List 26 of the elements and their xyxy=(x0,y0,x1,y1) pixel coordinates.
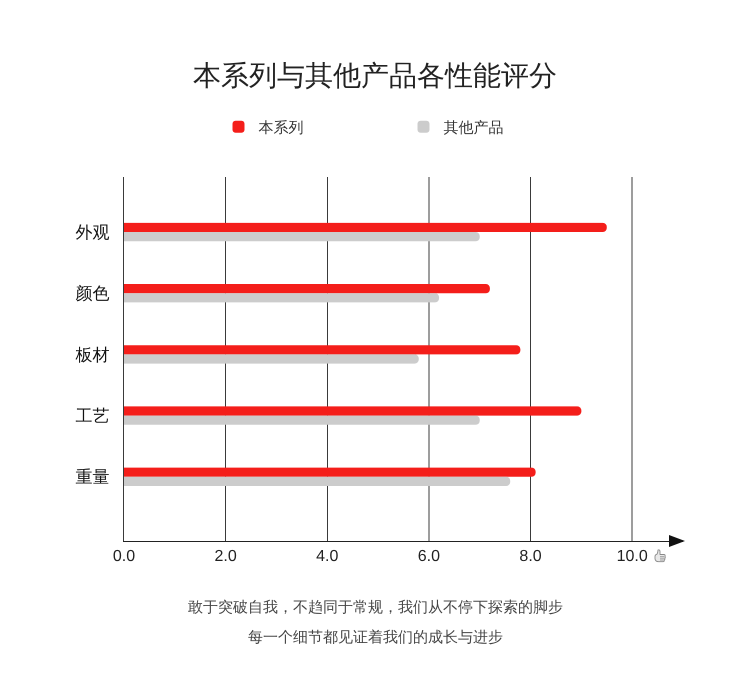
bar xyxy=(124,416,480,425)
text: 敢于突破自我，不趋同于常规，我们从不停下探索的脚步 xyxy=(188,599,563,616)
x-tick-label: 4.0 xyxy=(316,548,338,566)
bar xyxy=(124,354,419,364)
y-tick-label: 重量 xyxy=(76,468,110,487)
bar xyxy=(124,284,490,294)
legend-label: 其他产品 xyxy=(444,120,504,137)
y-tick-label: 外观 xyxy=(76,223,110,242)
x-tick-label: 2.0 xyxy=(214,548,237,566)
text: 每一个细节都见证着我们的成长与进步 xyxy=(248,629,503,646)
bar xyxy=(124,293,440,302)
chart-title: 本系列与其他产品各性能评分 xyxy=(193,60,557,91)
y-tick-label: 工艺 xyxy=(76,406,110,426)
legend-label: 本系列 xyxy=(258,120,304,137)
y-tick-label: 板材 xyxy=(74,345,110,364)
y-tick-label: 颜色 xyxy=(76,284,110,304)
x-tick-label: 10.0 xyxy=(616,548,648,566)
bar xyxy=(124,345,520,354)
bar xyxy=(124,476,510,486)
x-tick-label: 0.0 xyxy=(112,548,136,566)
bar xyxy=(124,222,607,232)
bar xyxy=(124,232,480,242)
x-tick-label: 6.0 xyxy=(418,548,440,566)
bar xyxy=(124,468,536,477)
bar xyxy=(124,406,582,416)
x-tick-label: 8.0 xyxy=(519,548,542,566)
